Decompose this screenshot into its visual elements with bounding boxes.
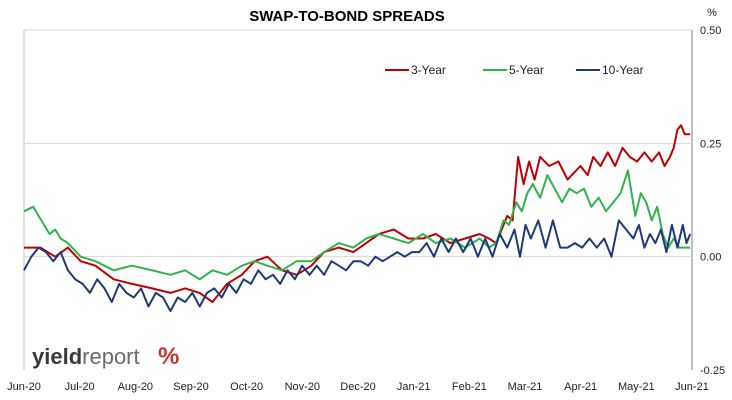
- y-tick-label: 0.50: [700, 25, 721, 37]
- x-tick-label: Sep-20: [173, 381, 208, 393]
- y-tick-labels: 0.50 0.25 0.00 -0.25: [700, 25, 725, 377]
- x-tick-label: Aug-20: [118, 381, 153, 393]
- x-tick-label: Jul-20: [65, 381, 95, 393]
- series-lines: [23, 124, 692, 313]
- series-line-5-year: [23, 169, 691, 281]
- legend-label-10-year: 10-Year: [602, 63, 644, 77]
- x-tick-labels: Jun-20 Jul-20 Aug-20 Sep-20 Oct-20 Nov-20 Dec-…: [7, 381, 709, 393]
- x-tick-label: Jun-21: [675, 381, 709, 393]
- series-line-3-year: [24, 124, 691, 303]
- y-tick-label: -0.25: [700, 365, 725, 377]
- y-tick-label: 0.25: [700, 138, 721, 150]
- x-tick-label: Mar-21: [508, 381, 543, 393]
- legend-label-3-year: 3-Year: [411, 63, 446, 77]
- x-tick-label: Nov-20: [285, 381, 320, 393]
- x-tick-label: Jan-21: [397, 381, 431, 393]
- x-tick-label: May-21: [618, 381, 655, 393]
- x-tick-label: Oct-20: [230, 381, 263, 393]
- series-line-10-year: [23, 219, 692, 313]
- chart-title: SWAP-TO-BOND SPREADS: [249, 8, 445, 25]
- gridlines: [24, 29, 692, 258]
- x-tick-label: Feb-21: [452, 381, 487, 393]
- x-tick-label: Apr-21: [564, 381, 597, 393]
- legend: 3-Year 5-Year 10-Year: [385, 63, 644, 77]
- yieldreport-logo: yieldreport %: [32, 343, 179, 370]
- x-tick-label: Dec-20: [340, 381, 375, 393]
- legend-label-5-year: 5-Year: [509, 63, 544, 77]
- y-tick-label: 0.00: [700, 252, 721, 264]
- y-axis-unit-label: %: [707, 7, 717, 19]
- logo-percent-symbol: %: [158, 343, 179, 370]
- x-tick-label: Jun-20: [7, 381, 41, 393]
- logo-wordmark: yieldreport: [32, 344, 140, 369]
